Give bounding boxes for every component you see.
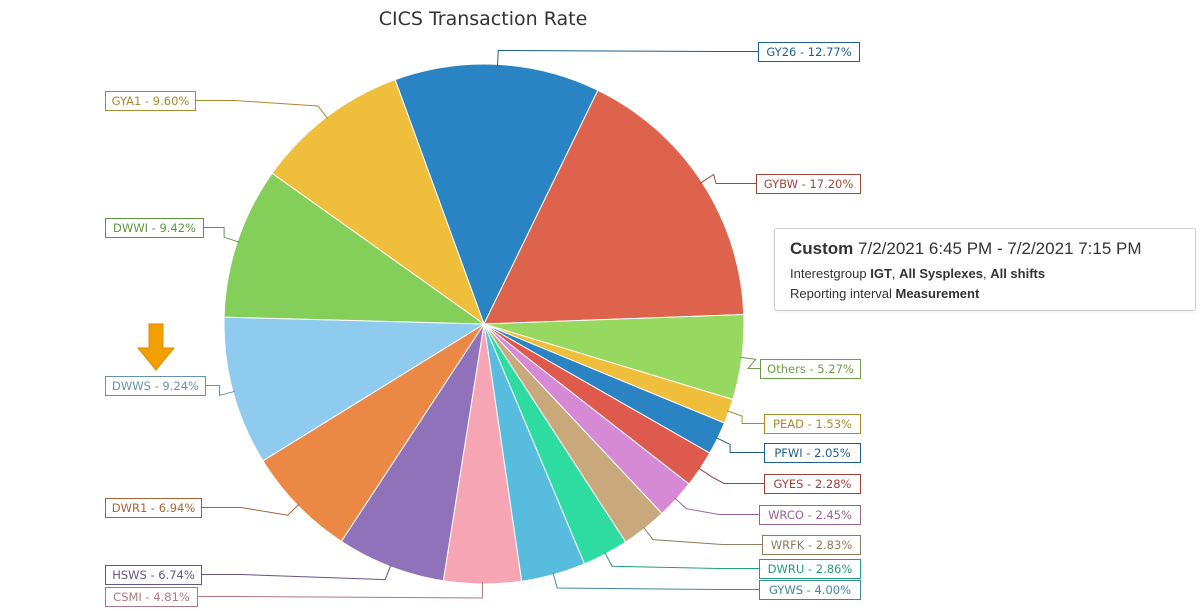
connector-gyes	[697, 467, 764, 484]
connector-pead	[726, 410, 764, 424]
slice-label-hsws: HSWS - 6.74%	[105, 565, 202, 585]
report-info-box: Custom 7/2/2021 6:45 PM - 7/2/2021 7:15 …	[774, 228, 1196, 311]
connector-wrco	[674, 497, 759, 515]
connector-csmi	[197, 581, 483, 599]
connector-pfwi	[715, 436, 764, 453]
slice-label-text: GY26 - 12.77%	[766, 45, 851, 59]
slice-label-dwru: DWRU - 2.86%	[759, 559, 861, 579]
slice-label-box	[764, 414, 861, 434]
slice-label-text: HSWS - 6.74%	[112, 568, 195, 582]
slice-label-text: DWRU - 2.86%	[768, 562, 853, 576]
report-scope: Interestgroup IGT, All Sysplexes, All sh…	[790, 264, 1195, 284]
slice-label-box	[759, 580, 861, 600]
slice-label-pead: PEAD - 1.53%	[764, 414, 861, 434]
slice-label-box	[758, 42, 860, 62]
slice-label-text: GYBW - 17.20%	[764, 177, 854, 191]
slice-label-text: CSMI - 4.81%	[113, 590, 190, 604]
slice-label-text: DWWS - 9.24%	[112, 379, 199, 393]
scope-separator-2: ,	[982, 266, 991, 281]
slice-label-text: GYWS - 4.00%	[769, 583, 851, 597]
slice-label-box	[762, 535, 861, 555]
slice-label-box	[764, 474, 861, 494]
slice-label-box	[105, 218, 204, 238]
slice-label-box	[105, 91, 196, 111]
slice-label-dwr1: DWR1 - 6.94%	[105, 498, 202, 518]
highlight-marker	[136, 323, 176, 371]
slice-label-text: PFWI - 2.05%	[774, 446, 850, 460]
slice-label-box	[105, 498, 202, 518]
slice-label-box	[760, 359, 861, 379]
connector-wrfk	[642, 526, 762, 545]
report-interval: Reporting interval Measurement	[790, 284, 1195, 304]
slice-label-text: Others - 5.27%	[767, 362, 854, 376]
slice-label-gybw: GYBW - 17.20%	[756, 174, 861, 194]
slice-label-gyws: GYWS - 4.00%	[759, 580, 861, 600]
slice-label-text: PEAD - 1.53%	[773, 417, 852, 431]
period-range: 7/2/2021 6:45 PM - 7/2/2021 7:15 PM	[858, 239, 1142, 258]
slice-label-dwws: DWWS - 9.24%	[105, 376, 206, 396]
connector-dwru	[604, 551, 759, 569]
slice-label-others: Others - 5.27%	[760, 359, 861, 379]
scope-separator-1: ,	[891, 266, 900, 281]
slice-label-pfwi: PFWI - 2.05%	[764, 443, 861, 463]
slice-label-gyes: GYES - 2.28%	[764, 474, 861, 494]
pie-slices	[223, 63, 745, 585]
slice-label-csmi: CSMI - 4.81%	[105, 587, 198, 607]
slice-label-gya1: GYA1 - 9.60%	[105, 91, 196, 111]
chart-title: CICS Transaction Rate	[378, 8, 588, 30]
slice-label-box	[759, 559, 861, 579]
slice-label-text: GYA1 - 9.60%	[112, 94, 190, 108]
slice-label-box	[759, 505, 861, 525]
slice-label-text: DWR1 - 6.94%	[112, 501, 196, 515]
period-type: Custom	[790, 239, 854, 258]
shifts-value: All shifts	[990, 266, 1046, 281]
slice-label-wrfk: WRFK - 2.83%	[762, 535, 861, 555]
slice-label-box	[105, 376, 206, 396]
connector-others	[739, 356, 760, 369]
slice-label-text: WRCO - 2.45%	[768, 508, 852, 522]
slice-labels: GY26 - 12.77% GYBW - 17.20% Others - 5.27%…	[105, 42, 861, 607]
interval-prefix: Reporting interval	[790, 286, 896, 301]
sysplexes-value: All Sysplexes	[899, 266, 983, 281]
slice-label-text: GYES - 2.28%	[774, 477, 852, 491]
down-arrow-icon	[136, 323, 176, 371]
slice-label-box	[105, 587, 198, 607]
slice-label-wrco: WRCO - 2.45%	[759, 505, 861, 525]
connector-dwws	[205, 385, 236, 397]
connector-gya1	[195, 100, 329, 120]
slice-label-box	[756, 174, 861, 194]
interest-group-value: IGT	[870, 266, 892, 281]
connector-gybw	[699, 173, 756, 184]
interval-value: Measurement	[895, 286, 980, 301]
connector-dwr1	[201, 503, 300, 516]
interest-group-prefix: Interestgroup	[790, 266, 871, 281]
label-connectors	[195, 49, 764, 599]
slice-label-box	[764, 443, 861, 463]
report-period: Custom 7/2/2021 6:45 PM - 7/2/2021 7:15 …	[790, 238, 1195, 260]
slice-label-text: DWWI - 9.42%	[113, 221, 196, 235]
slice-label-dwwi: DWWI - 9.42%	[105, 218, 204, 238]
slice-label-text: WRFK - 2.83%	[771, 538, 853, 552]
connector-gy26	[497, 49, 758, 67]
connector-hsws	[201, 564, 392, 581]
slice-label-gy26: GY26 - 12.77%	[758, 42, 860, 62]
connector-gyws	[552, 572, 759, 590]
connector-dwwi	[203, 227, 240, 243]
slice-label-box	[105, 565, 202, 585]
